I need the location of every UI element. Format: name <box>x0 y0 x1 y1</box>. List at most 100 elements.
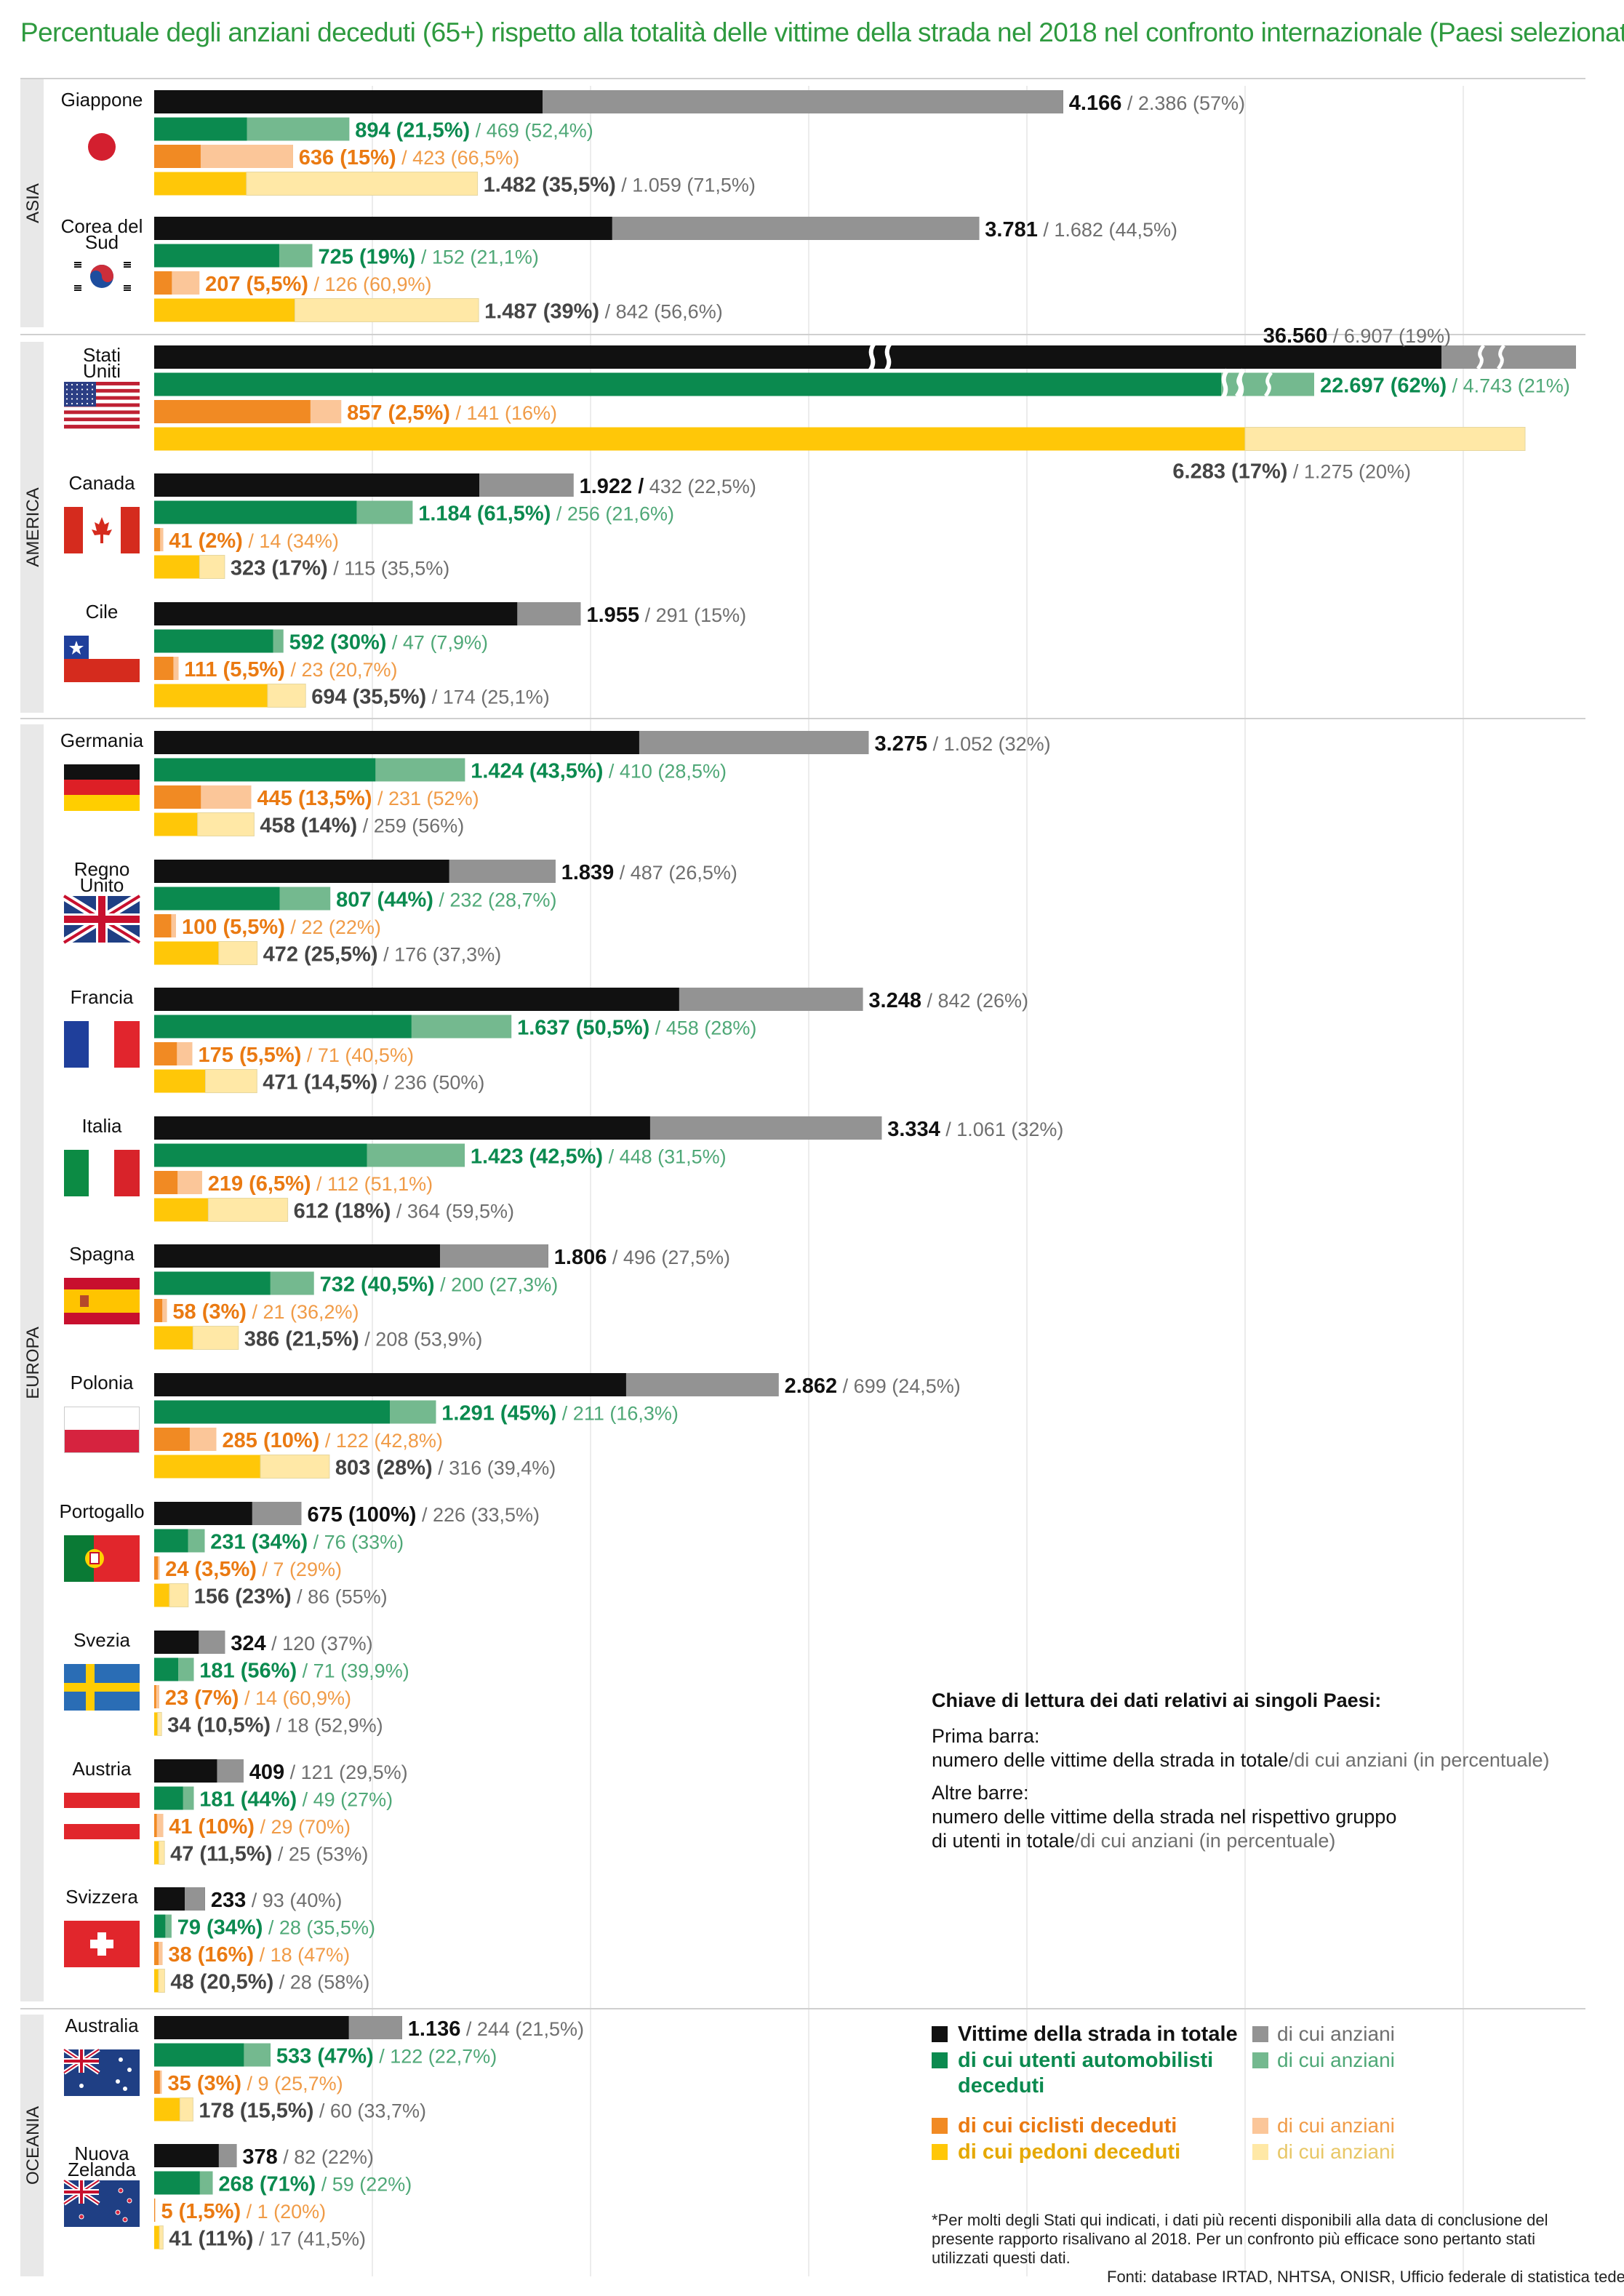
bar-label: 725 (19%) / 152 (21,1%) <box>319 246 539 269</box>
flag-part <box>64 382 140 386</box>
flag-part <box>91 383 94 386</box>
bar-elderly <box>244 2043 271 2067</box>
bar-value: 1.291 (45%) <box>441 1402 556 1425</box>
bar-label: 231 (34%) / 76 (33%) <box>210 1531 404 1554</box>
bar-label: 458 (14%) / 259 (56%) <box>260 815 464 838</box>
bar-label: 409 / 121 (29,5%) <box>249 1761 408 1784</box>
flag-part <box>124 266 131 268</box>
country-name: Corea del <box>61 215 143 237</box>
bar-elderly <box>375 758 465 782</box>
bar-elderly <box>199 2171 213 2195</box>
bar-elderly-value: / 211 (16,3%) <box>556 1403 679 1425</box>
bar-elderly <box>199 1631 225 1654</box>
bar-elderly <box>449 860 556 883</box>
bar-label: 2.862 / 699 (24,5%) <box>785 1375 961 1398</box>
bar-value: 36.560 <box>1263 324 1328 348</box>
flag-part <box>74 285 81 287</box>
bar-value: 79 (34%) <box>177 1916 263 1940</box>
bar-label: 1.487 (39%) / 842 (56,6%) <box>484 300 723 324</box>
bar-label: 5 (1,5%) / 1 (20%) <box>161 2200 327 2223</box>
bar-value: 4.166 <box>1069 92 1122 115</box>
bar-label: 22.697 (62%) / 4.743 (21%) <box>1320 375 1570 398</box>
flag-part <box>64 1289 140 1313</box>
bar-elderly <box>177 1042 193 1065</box>
bar-elderly <box>411 1015 512 1039</box>
bar-value: 857 (2,5%) <box>347 401 450 425</box>
bar-elderly <box>178 1657 194 1681</box>
footnote: *Per molti degli Stati qui indicati, i d… <box>932 2211 1548 2267</box>
flag-part <box>74 262 81 263</box>
bar-elderly <box>199 555 225 579</box>
bar-label: 1.184 (61,5%) / 256 (21,6%) <box>418 503 674 526</box>
bar-elderly-value: / 174 (25,1%) <box>426 687 550 708</box>
bar-elderly-value: / 423 (66,5%) <box>396 147 520 169</box>
bar-label: 3.334 / 1.061 (32%) <box>887 1118 1063 1141</box>
country-name: Austria <box>73 1758 132 1780</box>
bar-label: 175 (5,5%) / 71 (40,5%) <box>199 1044 414 1067</box>
flag-part <box>116 2079 120 2084</box>
bar-label: 612 (18%) / 364 (59,5%) <box>294 1200 514 1223</box>
flag-pl-icon <box>64 1407 140 1453</box>
key-title: Chiave di lettura dei dati relativi ai s… <box>932 1689 1382 1711</box>
bar-value: 24 (3,5%) <box>165 1558 257 1581</box>
flag-fr-icon <box>64 1021 140 1068</box>
bar-elderly-value: / 126 (60,9%) <box>308 273 432 295</box>
flag-part <box>81 383 84 386</box>
bar-elderly-value: / 22 (22%) <box>285 916 381 938</box>
bar-elderly <box>440 1244 548 1268</box>
bar-label: 1.424 (43,5%) / 410 (28,5%) <box>471 760 727 783</box>
bar-total <box>154 629 284 653</box>
legend-label: deceduti <box>958 2074 1044 2097</box>
bar-elderly <box>169 1583 189 1607</box>
bar-label: 1.482 (35,5%) / 1.059 (71,5%) <box>484 174 756 197</box>
flag-part <box>89 1021 115 1068</box>
bar-elderly <box>218 2144 237 2167</box>
country-name: Stati <box>83 344 121 366</box>
flag-nz-icon <box>63 2178 140 2227</box>
bar-label: 24 (3,5%) / 7 (29%) <box>165 1558 342 1581</box>
bar-elderly <box>217 1759 244 1783</box>
bar-elderly-value: / 9 (25,7%) <box>241 2073 343 2095</box>
bar-value: 111 (5,5%) <box>184 658 285 681</box>
country-name: Svizzera <box>65 1886 138 1908</box>
bar-elderly-value: / 256 (21,6%) <box>551 503 674 525</box>
bar-elderly-value: / 458 (28%) <box>649 1017 756 1039</box>
bar-value: 23 (7%) <box>165 1687 239 1710</box>
bar-label: 3.781 / 1.682 (44,5%) <box>985 218 1177 241</box>
bar-elderly-value: / 121 (29,5%) <box>284 1761 408 1783</box>
flag-part <box>90 265 113 282</box>
flag-part <box>79 2084 84 2088</box>
flag-part <box>98 896 105 943</box>
bar-elderly <box>192 1326 239 1350</box>
flag-part <box>64 1150 89 1196</box>
flag-de-icon <box>64 764 140 811</box>
flag-part <box>64 421 140 425</box>
bar-elderly-value: / 28 (35,5%) <box>263 1917 375 1939</box>
flag-part <box>115 2209 121 2215</box>
bar-elderly <box>165 1914 172 1938</box>
bar-label: 1.637 (50,5%) / 458 (28%) <box>517 1017 756 1040</box>
bar-elderly <box>279 887 331 911</box>
bar-value: 3.275 <box>875 732 928 756</box>
bar-elderly <box>270 1271 314 1295</box>
bar-elderly-value: / 1.275 (20%) <box>1287 461 1411 483</box>
flag-part <box>92 517 112 543</box>
bar-label: 3.275 / 1.052 (32%) <box>875 732 1051 756</box>
region-label: OCEANIA <box>23 2106 43 2185</box>
flag-part <box>76 393 79 396</box>
bar-elderly <box>356 500 413 524</box>
country-name: Portogallo <box>59 1500 144 1522</box>
legend-label: di cui anziani <box>1277 2114 1395 2137</box>
bar-value: 181 (44%) <box>199 1788 297 1812</box>
bar-label: 472 (25,5%) / 176 (37,3%) <box>263 943 502 967</box>
bar-elderly-value: / 141 (16%) <box>450 402 557 424</box>
bar-label: 1.955 / 291 (15%) <box>587 604 747 627</box>
bar-label: 36.560 / 6.907 (19%) <box>1263 324 1451 348</box>
bar-value: 612 (18%) <box>294 1200 391 1223</box>
flag-es-icon <box>64 1278 140 1324</box>
bar-total <box>154 1400 436 1424</box>
reading-key: Chiave di lettura dei dati relativi ai s… <box>932 1689 1549 1853</box>
bar-elderly <box>197 812 255 836</box>
bar-label: 807 (44%) / 232 (28,7%) <box>336 889 556 912</box>
legend-swatch <box>932 2144 948 2160</box>
